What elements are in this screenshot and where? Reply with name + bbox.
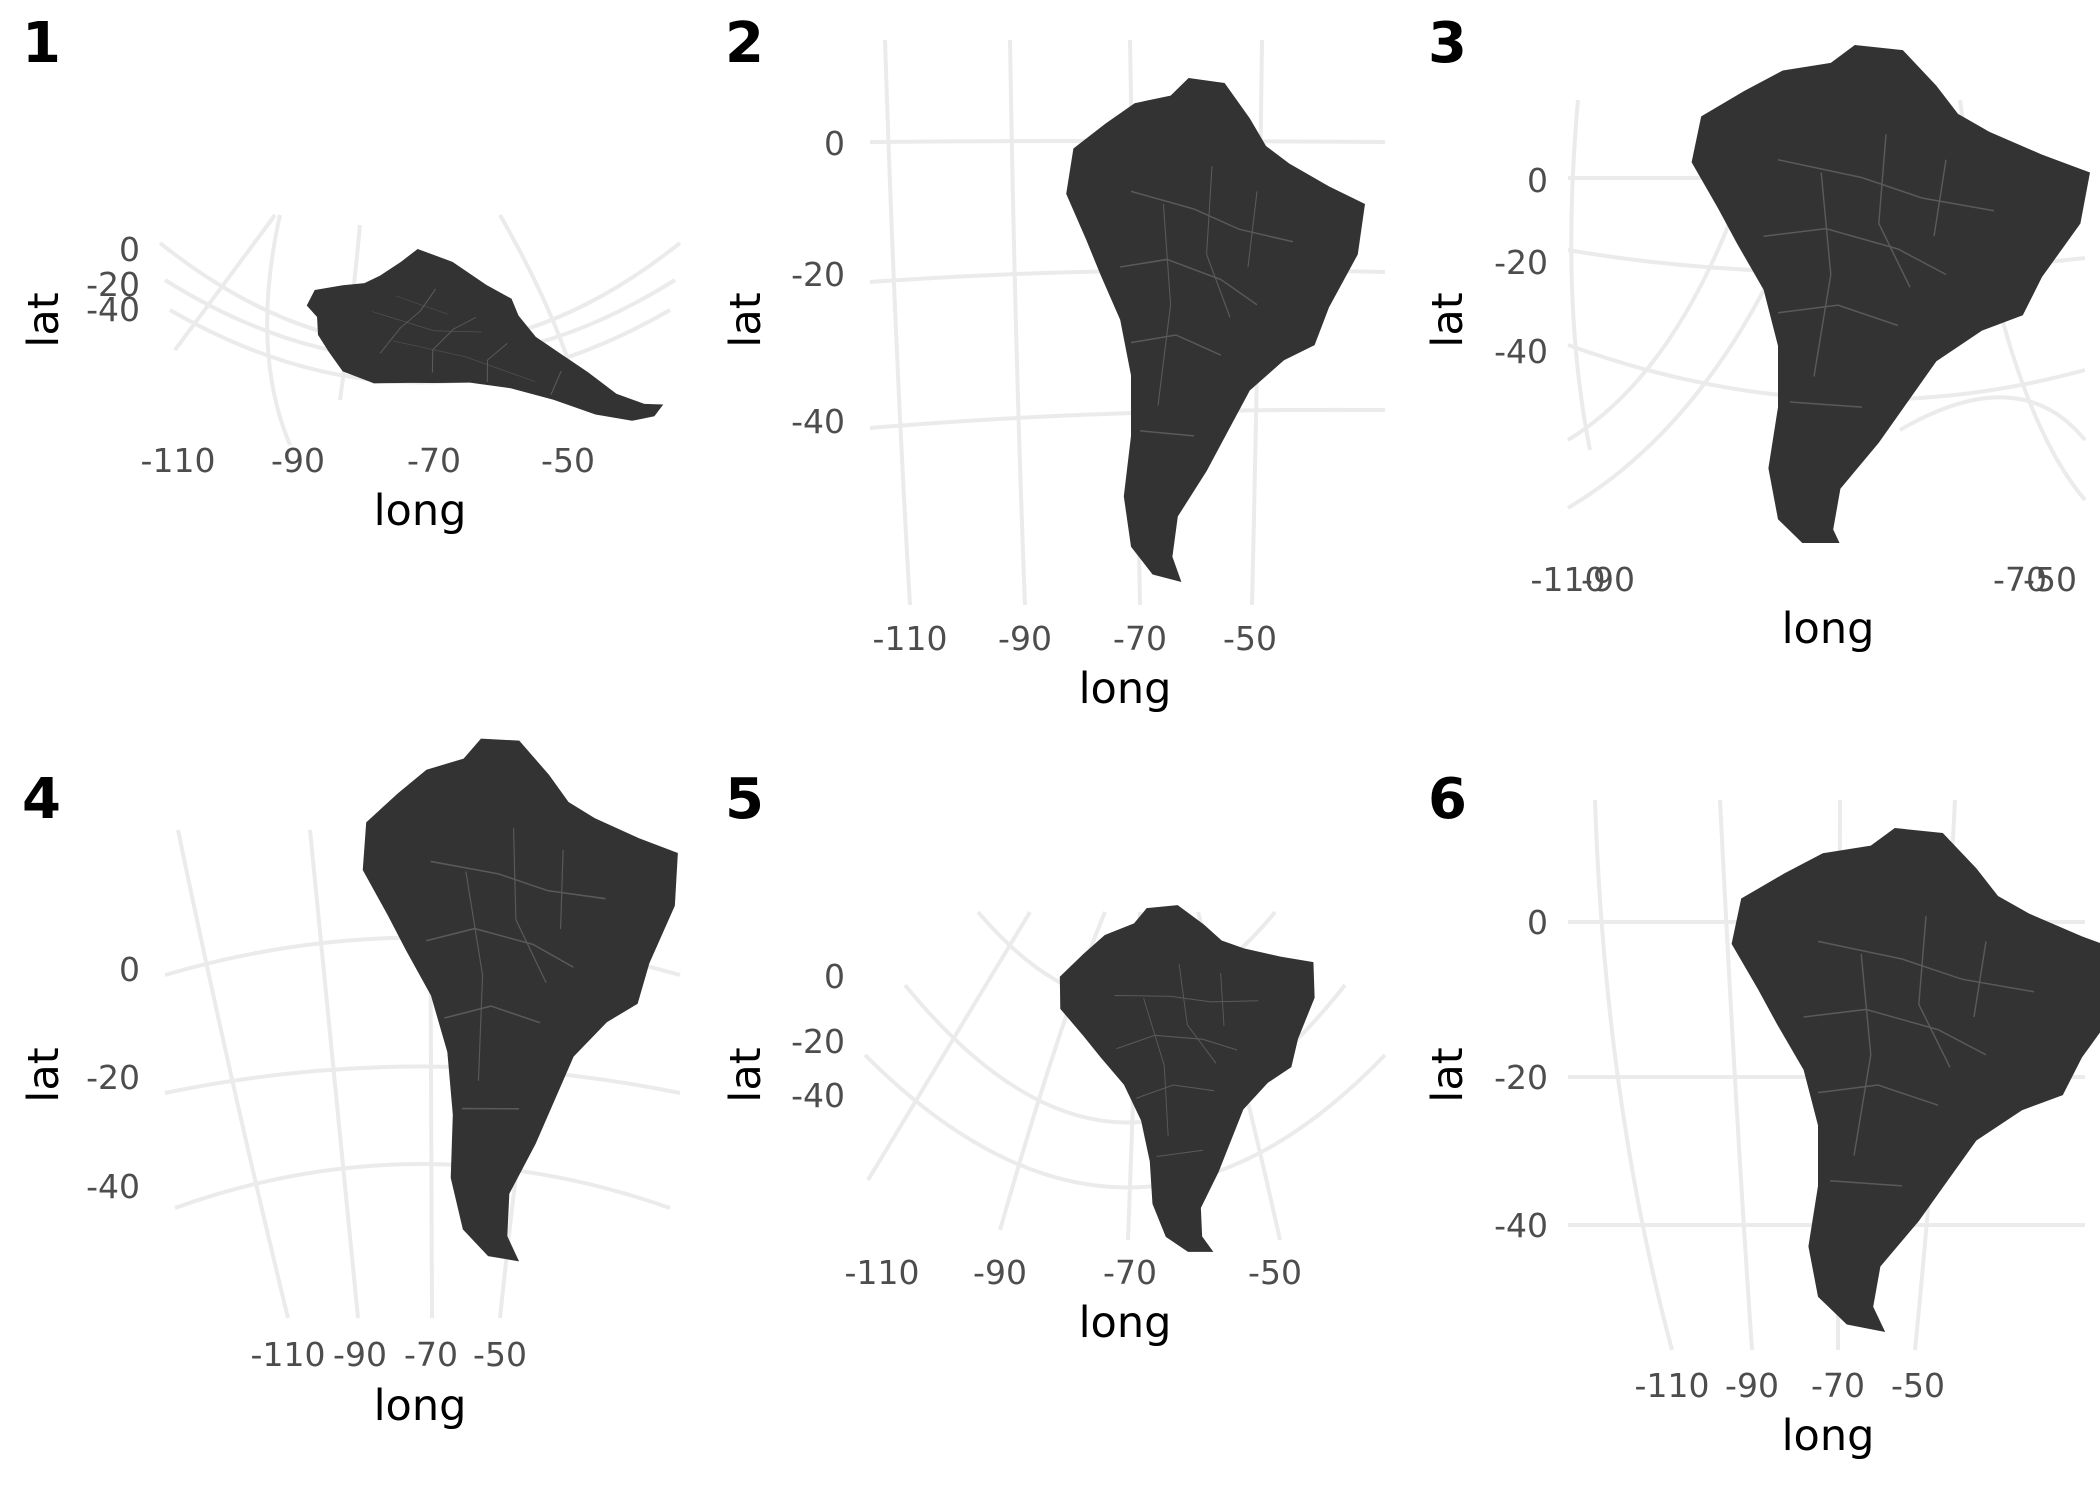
lat-tick-label: -40 bbox=[1494, 332, 1548, 371]
long-tick-label: -50 bbox=[1223, 619, 1277, 658]
lat-tick-label: 0 bbox=[119, 230, 140, 269]
panel-6: 6 0 -20 -40 -110 -90 -70 -50 long lat bbox=[1423, 767, 2100, 1461]
long-tick-label: -50 bbox=[1891, 1366, 1945, 1405]
south-america-landmass bbox=[291, 225, 686, 458]
panel-4-tag: 4 bbox=[22, 767, 61, 832]
lat-tick-label: -20 bbox=[791, 255, 845, 294]
x-axis-title: long bbox=[374, 1381, 467, 1431]
long-tick-label: -110 bbox=[1531, 560, 1606, 599]
south-america-landmass bbox=[1691, 45, 2090, 555]
panel-2: 2 0 -20 -40 -110 -90 -70 -50 long lat bbox=[721, 11, 1385, 714]
long-tick-label: -90 bbox=[1581, 560, 1635, 599]
lat-tick-label: -40 bbox=[1494, 1206, 1548, 1245]
long-tick-label: -50 bbox=[541, 441, 595, 480]
long-tick-label: -90 bbox=[998, 619, 1052, 658]
long-tick-label: -70 bbox=[407, 441, 461, 480]
long-tick-label: -110 bbox=[845, 1253, 920, 1292]
lat-tick-label: -20 bbox=[1494, 243, 1548, 282]
long-tick-label: -70 bbox=[1113, 619, 1167, 658]
panel-5: 5 0 -20 -40 -110 -90 -70 -50 long lat bbox=[721, 767, 1387, 1348]
lat-tick-label: 0 bbox=[824, 124, 845, 163]
y-axis-title: lat bbox=[19, 1047, 69, 1102]
lat-tick-label: 0 bbox=[119, 950, 140, 989]
south-america-landmass bbox=[1066, 78, 1365, 582]
y-axis-title: lat bbox=[721, 1047, 771, 1102]
y-axis-title: lat bbox=[19, 292, 69, 347]
x-axis-title: long bbox=[1782, 604, 1875, 654]
long-tick-label: -70 bbox=[404, 1335, 458, 1374]
long-tick-label: -90 bbox=[1725, 1366, 1779, 1405]
lat-tick-label: 0 bbox=[1527, 903, 1548, 942]
lat-tick-label: 0 bbox=[824, 957, 845, 996]
long-tick-label: -90 bbox=[973, 1253, 1027, 1292]
x-axis-title: long bbox=[1079, 664, 1172, 714]
lat-tick-label: -20 bbox=[86, 265, 140, 304]
panel-1-tag: 1 bbox=[22, 11, 61, 76]
panel-6-tag: 6 bbox=[1428, 767, 1467, 832]
lat-tick-label: -40 bbox=[86, 290, 140, 329]
lat-tick-label: 0 bbox=[1527, 161, 1548, 200]
south-america-landmass bbox=[352, 722, 713, 1272]
y-axis-title: lat bbox=[721, 292, 771, 347]
x-axis-title: long bbox=[1079, 1298, 1172, 1348]
long-tick-label: -110 bbox=[141, 441, 216, 480]
long-tick-label: -50 bbox=[473, 1335, 527, 1374]
y-axis-title: lat bbox=[1423, 1047, 1473, 1102]
long-tick-label: -110 bbox=[1635, 1366, 1710, 1405]
south-america-landmass bbox=[1731, 828, 2100, 1332]
panel-1: 1 0 -20 -40 -110 -90 -70 -50 long lat bbox=[19, 11, 686, 536]
lat-tick-label: -40 bbox=[791, 402, 845, 441]
y-axis-title: lat bbox=[1423, 292, 1473, 347]
long-tick-label: -110 bbox=[873, 619, 948, 658]
x-axis-title: long bbox=[1782, 1411, 1875, 1461]
panel-2-tag: 2 bbox=[725, 11, 764, 76]
lat-tick-label: -20 bbox=[791, 1022, 845, 1061]
long-tick-label: -70 bbox=[1103, 1253, 1157, 1292]
plot-clip-mask bbox=[1560, 543, 2090, 563]
panel-4: 4 0 -20 -40 -110 -90 -70 -50 long lat bbox=[19, 722, 712, 1431]
long-tick-label: -50 bbox=[2023, 560, 2077, 599]
long-tick-label: -90 bbox=[271, 441, 325, 480]
panel-3-tag: 3 bbox=[1428, 11, 1467, 76]
long-tick-label: -50 bbox=[1248, 1253, 1302, 1292]
lat-tick-label: -40 bbox=[791, 1076, 845, 1115]
lat-tick-label: -20 bbox=[1494, 1058, 1548, 1097]
long-tick-label: -70 bbox=[1811, 1366, 1865, 1405]
x-axis-title: long bbox=[374, 486, 467, 536]
long-tick-label: -90 bbox=[333, 1335, 387, 1374]
south-america-landmass bbox=[1043, 876, 1368, 1273]
panel-5-tag: 5 bbox=[725, 767, 764, 832]
lat-tick-label: -20 bbox=[86, 1058, 140, 1097]
long-tick-label: -110 bbox=[251, 1335, 326, 1374]
long-tick-label: -70 bbox=[1993, 560, 2047, 599]
lat-tick-label: -40 bbox=[86, 1167, 140, 1206]
panel-3: 3 0 -20 -40 -110 -90 -70 -50 long lat bbox=[1423, 11, 2090, 654]
